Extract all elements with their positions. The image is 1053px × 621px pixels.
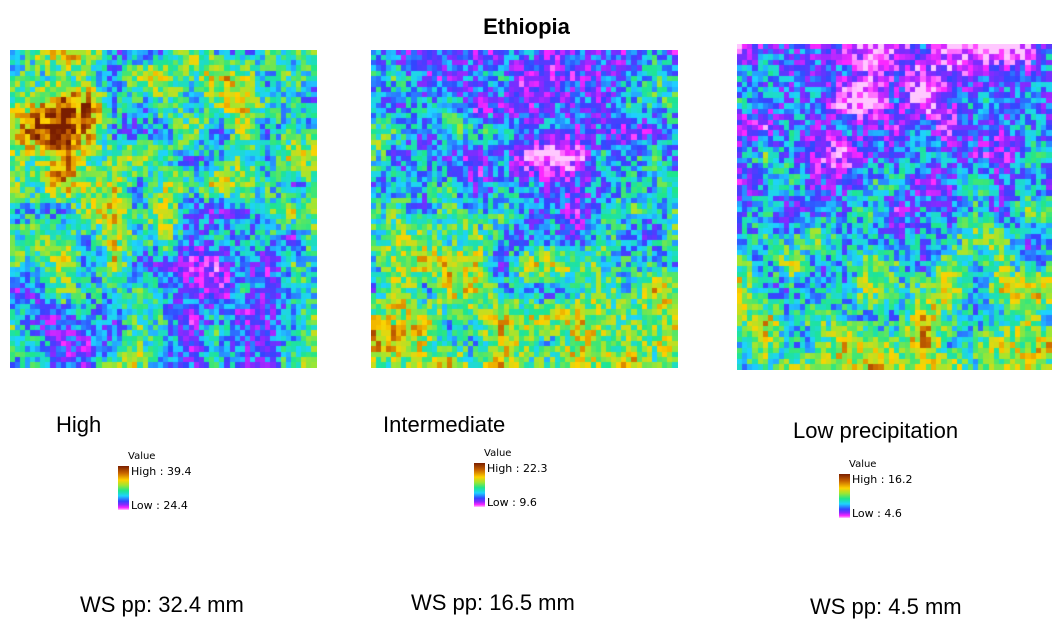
legend-low-value: Low : 4.6 bbox=[852, 507, 902, 520]
legend-color-bar bbox=[118, 466, 129, 510]
panel-title-high: High bbox=[56, 412, 102, 437]
legend-high-value: High : 39.4 bbox=[131, 465, 192, 478]
legend-high: Value High : 39.4 Low : 24.4 bbox=[118, 451, 238, 517]
panel-title-intermediate: Intermediate bbox=[383, 412, 506, 437]
legend-high-value: High : 22.3 bbox=[487, 462, 548, 475]
figure-title: Ethiopia bbox=[483, 14, 570, 39]
legend-title: Value bbox=[484, 448, 512, 459]
panel-title-low-precipitation: Low precipitation bbox=[793, 418, 959, 443]
heatmap-intermediate bbox=[371, 50, 678, 368]
ws-label-intermediate: WS pp: 16.5 mm bbox=[411, 590, 575, 615]
legend-intermediate: Value High : 22.3 Low : 9.6 bbox=[474, 448, 594, 514]
legend-low-value: Low : 24.4 bbox=[131, 499, 188, 512]
legend-high-value: High : 16.2 bbox=[852, 473, 913, 486]
legend-low-value: Low : 9.6 bbox=[487, 496, 537, 509]
heatmap-low-precipitation bbox=[737, 44, 1052, 370]
legend-title: Value bbox=[849, 459, 877, 470]
ws-label-low-precipitation: WS pp: 4.5 mm bbox=[810, 594, 962, 619]
heatmap-high bbox=[10, 50, 317, 368]
legend-low-precipitation: Value High : 16.2 Low : 4.6 bbox=[839, 459, 959, 525]
legend-title: Value bbox=[128, 451, 156, 462]
legend-color-bar bbox=[474, 463, 485, 507]
ws-label-high: WS pp: 32.4 mm bbox=[80, 592, 244, 617]
legend-color-bar bbox=[839, 474, 850, 518]
